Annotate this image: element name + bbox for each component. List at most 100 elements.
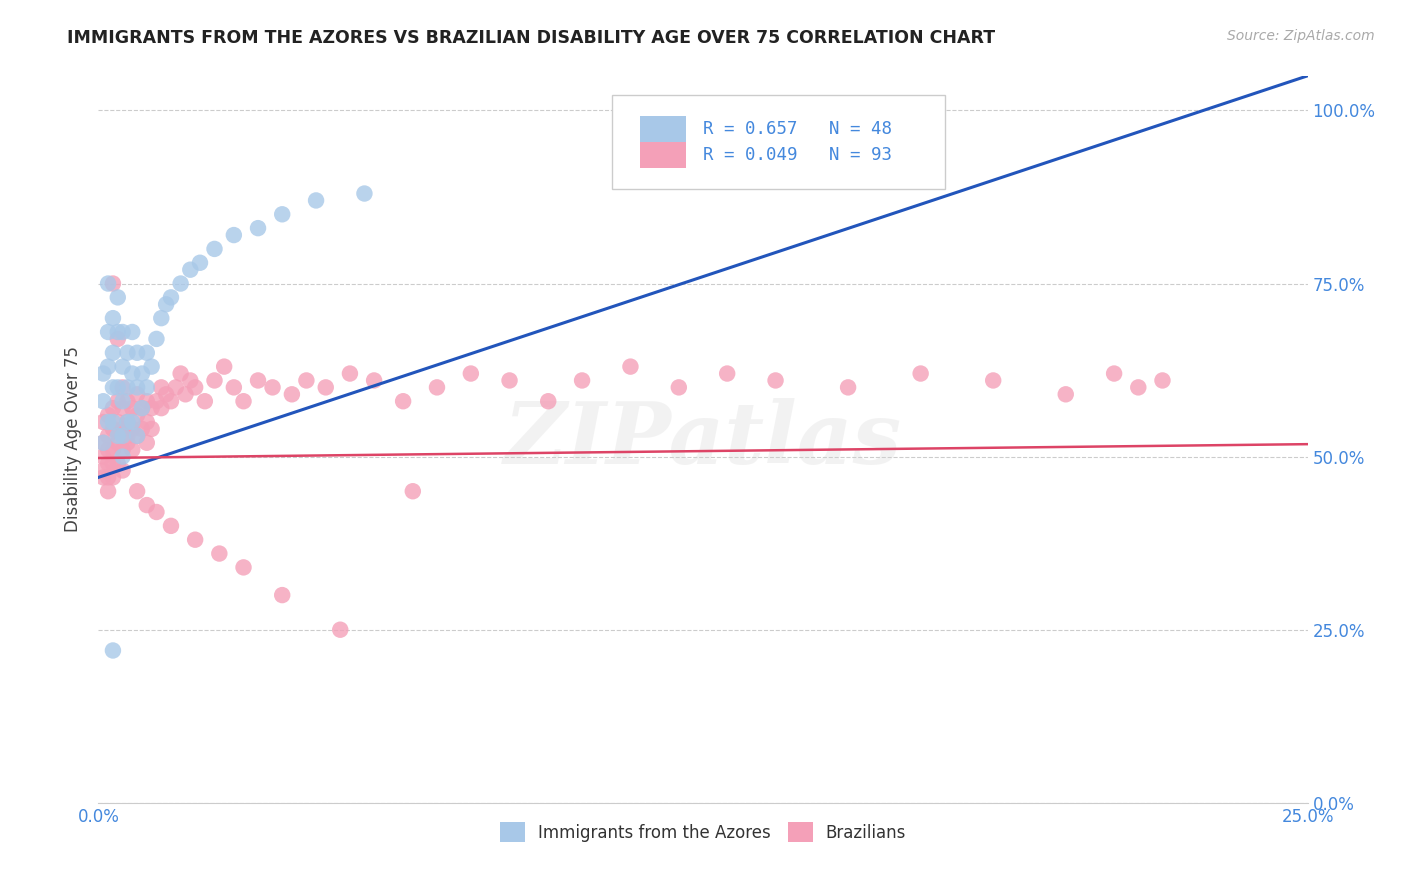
Point <box>121 422 143 436</box>
Point <box>716 367 738 381</box>
Point <box>91 470 114 484</box>
Point <box>121 415 143 429</box>
Point <box>232 394 254 409</box>
Point <box>97 359 120 374</box>
Point <box>107 429 129 443</box>
Point <box>392 394 415 409</box>
Point <box>97 325 120 339</box>
Point <box>107 325 129 339</box>
Point <box>165 380 187 394</box>
Point <box>281 387 304 401</box>
Text: ZIPatlas: ZIPatlas <box>503 398 903 481</box>
Point <box>107 290 129 304</box>
Point <box>91 435 114 450</box>
Point <box>101 345 124 359</box>
Point <box>571 374 593 388</box>
Point <box>127 380 149 394</box>
Point <box>247 221 270 235</box>
Text: IMMIGRANTS FROM THE AZORES VS BRAZILIAN DISABILITY AGE OVER 75 CORRELATION CHART: IMMIGRANTS FROM THE AZORES VS BRAZILIAN … <box>67 29 995 46</box>
Point <box>305 194 328 208</box>
Point <box>97 457 120 471</box>
Point <box>135 415 157 429</box>
Point <box>101 401 124 416</box>
Point <box>121 442 143 457</box>
Point <box>107 435 129 450</box>
Point <box>111 394 134 409</box>
Point <box>101 422 124 436</box>
Point <box>619 359 641 374</box>
Point <box>111 380 134 394</box>
Point <box>150 380 173 394</box>
Point <box>1152 374 1174 388</box>
Point <box>145 505 167 519</box>
Point <box>97 408 120 422</box>
Point <box>101 470 124 484</box>
Point <box>91 394 114 409</box>
Point <box>127 484 149 499</box>
Point <box>155 297 177 311</box>
Point <box>402 484 425 499</box>
Point <box>910 367 932 381</box>
Point <box>117 380 139 394</box>
Point <box>262 380 284 394</box>
Point <box>537 394 560 409</box>
Point <box>127 429 149 443</box>
Point <box>222 228 245 243</box>
FancyBboxPatch shape <box>640 116 686 142</box>
Point <box>127 387 149 401</box>
Y-axis label: Disability Age Over 75: Disability Age Over 75 <box>65 346 83 533</box>
Point <box>329 623 352 637</box>
Point <box>150 311 173 326</box>
Point <box>111 359 134 374</box>
Point <box>668 380 690 394</box>
Point <box>179 262 201 277</box>
Point <box>160 290 183 304</box>
Point <box>97 470 120 484</box>
Point <box>107 457 129 471</box>
Point <box>498 374 520 388</box>
Point <box>363 374 385 388</box>
Point <box>97 277 120 291</box>
Point <box>179 374 201 388</box>
Point <box>131 401 153 416</box>
Point <box>107 415 129 429</box>
Point <box>127 345 149 359</box>
Point <box>101 380 124 394</box>
Point <box>117 415 139 429</box>
Point <box>91 415 114 429</box>
Text: R = 0.657   N = 48: R = 0.657 N = 48 <box>703 120 891 138</box>
Point <box>135 394 157 409</box>
Point <box>97 442 120 457</box>
Point <box>131 422 153 436</box>
Point <box>141 359 163 374</box>
Point <box>271 588 294 602</box>
Point <box>232 560 254 574</box>
Point <box>107 380 129 394</box>
Point <box>204 374 226 388</box>
Point <box>1054 387 1077 401</box>
Point <box>127 429 149 443</box>
Point <box>111 401 134 416</box>
Point <box>150 401 173 416</box>
Point <box>107 394 129 409</box>
Point <box>107 332 129 346</box>
Point <box>97 415 120 429</box>
Point <box>460 367 482 381</box>
Point <box>101 415 124 429</box>
Point <box>97 429 120 443</box>
Point <box>247 374 270 388</box>
Point <box>184 533 207 547</box>
Point <box>121 401 143 416</box>
Point <box>169 277 191 291</box>
Point <box>204 242 226 256</box>
Point <box>111 429 134 443</box>
Point <box>169 367 191 381</box>
Point <box>1102 367 1125 381</box>
Point <box>353 186 375 201</box>
Point <box>135 498 157 512</box>
Point <box>981 374 1004 388</box>
Point <box>91 435 114 450</box>
Point <box>91 367 114 381</box>
Point <box>117 394 139 409</box>
Point <box>208 547 231 561</box>
